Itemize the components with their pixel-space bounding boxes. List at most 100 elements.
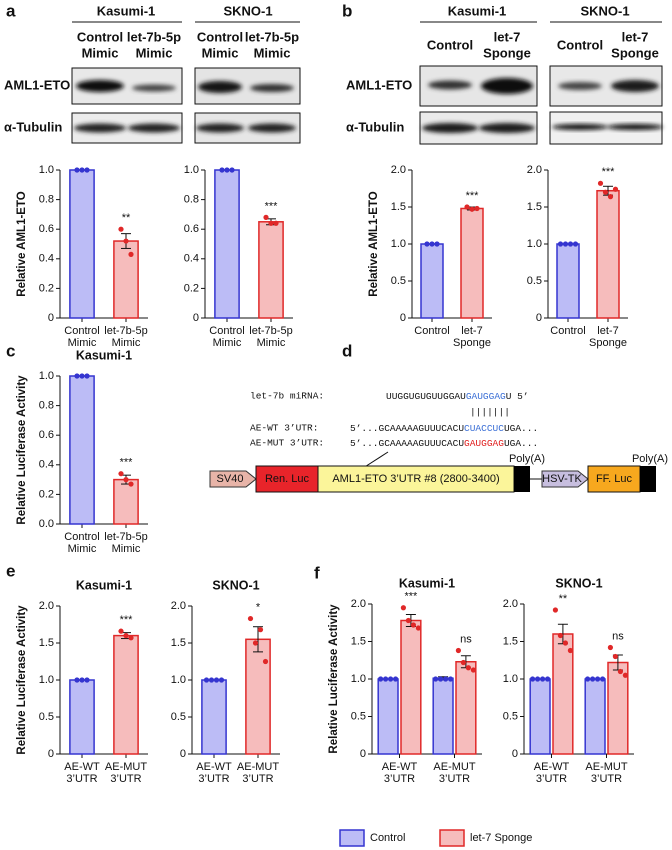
significance-label: *** xyxy=(265,200,279,212)
y-tick-label: 1.5 xyxy=(39,637,54,649)
data-point xyxy=(118,471,124,477)
x-tick-label: Mimic xyxy=(112,543,141,555)
y-tick-label: 1.0 xyxy=(351,673,366,685)
bar xyxy=(377,678,399,755)
x-tick-label: AE-WT xyxy=(534,761,570,773)
bar xyxy=(420,243,444,319)
legend-label: Control xyxy=(370,832,405,844)
y-tick-label: 0.5 xyxy=(39,711,54,723)
y-tick-label: 1.5 xyxy=(527,201,542,213)
y-tick-label: 1.0 xyxy=(503,673,518,685)
element-label: Poly(A) xyxy=(509,453,545,465)
lane-label: Sponge xyxy=(611,45,659,60)
data-point xyxy=(405,617,411,624)
y-tick-label: 0.6 xyxy=(39,223,54,235)
blot-row-label: AML1-ETO xyxy=(346,77,412,92)
data-point xyxy=(123,477,129,483)
y-tick-label: 0 xyxy=(48,748,54,760)
y-tick-label: 1.0 xyxy=(39,370,54,382)
data-point xyxy=(415,625,421,631)
chart-title: SKNO-1 xyxy=(212,578,259,592)
data-point xyxy=(612,653,619,660)
data-point xyxy=(540,676,546,682)
blot-image xyxy=(71,67,301,144)
chart-title: Kasumi-1 xyxy=(76,348,132,362)
y-tick-label: 0 xyxy=(360,748,366,760)
data-point xyxy=(464,204,470,210)
y-tick-label: 0.5 xyxy=(351,710,366,722)
data-point xyxy=(247,615,254,622)
y-axis-label: Relative Luciferase Activity xyxy=(328,604,340,754)
data-point xyxy=(552,607,559,613)
data-point xyxy=(393,676,399,682)
x-tick-label: 3’UTR xyxy=(591,773,622,785)
x-tick-label: 3’UTR xyxy=(198,773,229,785)
y-tick-label: 1.5 xyxy=(351,635,366,647)
data-point xyxy=(74,677,80,683)
blot-header: SKNO-1 xyxy=(223,3,272,18)
data-point xyxy=(400,605,406,611)
bar xyxy=(529,678,551,755)
data-point xyxy=(612,186,619,192)
x-tick-label: AE-MUT xyxy=(585,761,627,773)
lane-label: let-7b-5p xyxy=(245,29,299,44)
significance-label: *** xyxy=(120,614,134,626)
data-point xyxy=(218,677,225,683)
y-axis-label: Relative AML1-ETO xyxy=(368,191,380,296)
element-label: FF. Luc xyxy=(596,473,633,485)
data-point xyxy=(79,373,85,379)
data-point xyxy=(434,241,440,247)
y-tick-label: 2.0 xyxy=(527,164,542,176)
panel-label: d xyxy=(342,341,352,360)
y-tick-label: 1.0 xyxy=(184,164,199,176)
binding-site: CUACCUC xyxy=(464,423,504,434)
chart-title: Kasumi-1 xyxy=(76,578,132,592)
data-point xyxy=(208,677,215,683)
data-point xyxy=(562,640,569,646)
bar xyxy=(245,638,271,755)
x-tick-label: 3’UTR xyxy=(242,773,273,785)
seq-part: UGA... xyxy=(504,423,538,434)
panel-label: a xyxy=(6,1,16,20)
y-tick-label: 2.0 xyxy=(39,600,54,612)
y-tick-label: 1.0 xyxy=(171,674,186,686)
seq-part: UUGGUGUGUUGGAU xyxy=(386,391,466,402)
seed-region: GAUGGAG xyxy=(466,391,506,402)
x-tick-label: 3’UTR xyxy=(439,773,470,785)
y-tick-label: 0.5 xyxy=(527,275,542,287)
data-point xyxy=(557,632,564,639)
construct xyxy=(209,465,656,493)
y-tick-label: 1.0 xyxy=(391,238,406,250)
seq-part: 5’...GCAAAAAGUUUCACU xyxy=(350,438,464,449)
y-tick-label: 2.0 xyxy=(503,598,518,610)
bar xyxy=(596,189,620,319)
x-tick-label: Mimic xyxy=(112,337,141,349)
data-point xyxy=(595,676,601,682)
data-point xyxy=(567,241,574,247)
x-tick-label: AE-WT xyxy=(382,761,418,773)
x-tick-label: Control xyxy=(414,325,449,337)
panel-label: e xyxy=(6,561,15,580)
element-label: Poly(A) xyxy=(632,453,668,465)
y-tick-label: 0.4 xyxy=(184,253,199,265)
mirna-sequence: UUGGUGUGUUGGAUGAUGGAGU 5’ xyxy=(386,391,529,402)
bar xyxy=(455,661,477,755)
data-point xyxy=(378,676,384,682)
x-tick-label: Mimic xyxy=(257,337,286,349)
lane-label: Control xyxy=(557,37,603,52)
y-tick-label: 0.0 xyxy=(39,518,54,530)
seq-label: AE-WT 3’UTR: xyxy=(250,423,318,434)
bar xyxy=(113,478,139,525)
data-point xyxy=(600,676,606,682)
pairing: ||||||| xyxy=(470,407,510,418)
lane-label: let-7 xyxy=(494,29,521,44)
blot-header: Kasumi-1 xyxy=(97,3,156,18)
data-point xyxy=(84,373,90,379)
data-point xyxy=(424,241,430,247)
legend-label: let-7 Sponge xyxy=(470,832,532,844)
y-tick-label: 1.0 xyxy=(527,238,542,250)
data-point xyxy=(530,676,536,682)
x-tick-label: let-7 xyxy=(461,325,482,337)
significance-label: *** xyxy=(466,190,480,202)
y-tick-label: 0.4 xyxy=(39,253,54,265)
